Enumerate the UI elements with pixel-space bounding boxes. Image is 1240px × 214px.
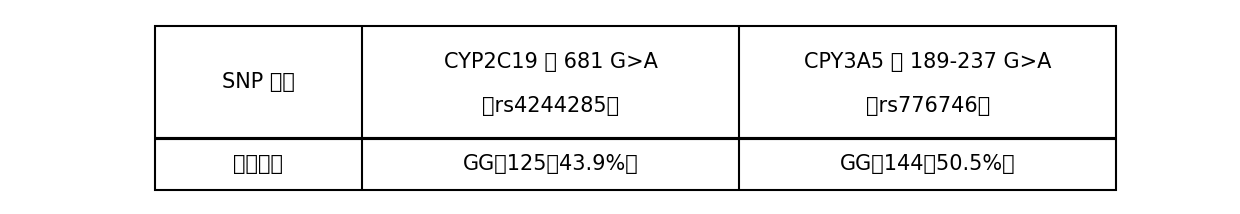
Text: 分型情况: 分型情况 xyxy=(233,154,283,174)
Text: SNP 位点: SNP 位点 xyxy=(222,72,295,92)
Text: CPY3A5 上 189-237 G>A: CPY3A5 上 189-237 G>A xyxy=(804,52,1052,71)
Text: （rs4244285）: （rs4244285） xyxy=(482,96,619,116)
Text: CYP2C19 上 681 G>A: CYP2C19 上 681 G>A xyxy=(444,52,657,71)
Text: GG：144（50.5%）: GG：144（50.5%） xyxy=(839,154,1016,174)
Text: GG：125（43.9%）: GG：125（43.9%） xyxy=(463,154,639,174)
Text: （rs776746）: （rs776746） xyxy=(866,96,990,116)
